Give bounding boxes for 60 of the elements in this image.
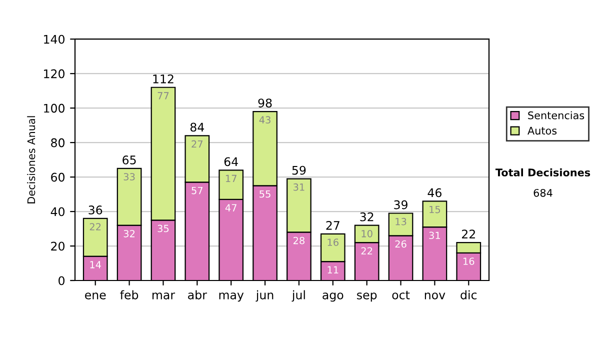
x-tick-label: dic xyxy=(460,290,477,300)
y-tick-label: 0 xyxy=(58,276,64,286)
text: Total Decisiones xyxy=(495,168,590,176)
total-label: 64 xyxy=(224,157,238,166)
text: 684 xyxy=(534,188,552,197)
x-tick-label: mar xyxy=(152,292,176,300)
total-label: 98 xyxy=(258,98,272,108)
x-tick-label: abr xyxy=(188,290,207,300)
y-tick-label: 40 xyxy=(50,207,64,216)
total-label: 112 xyxy=(153,74,174,84)
total-label: 32 xyxy=(360,212,374,222)
data-label: 77 xyxy=(158,92,169,100)
y-tick-label: 80 xyxy=(51,138,64,148)
data-label: 33 xyxy=(124,173,135,180)
data-label: 27 xyxy=(192,140,203,148)
data-label: 28 xyxy=(293,236,304,244)
y-tick-label: 60 xyxy=(51,172,64,182)
total-label: 65 xyxy=(122,155,136,164)
legend-label: Autos xyxy=(528,126,557,135)
data-label: 15 xyxy=(430,206,440,214)
total-label: 39 xyxy=(394,200,408,210)
total-label: 59 xyxy=(292,166,306,175)
y-tick-label: 140 xyxy=(44,34,64,44)
total-label: 36 xyxy=(88,205,102,214)
y-tick-label: 20 xyxy=(51,242,64,251)
data-label: 22 xyxy=(90,223,101,230)
data-label: 47 xyxy=(225,204,236,212)
x-tick-label: sep xyxy=(357,292,377,302)
data-label: 43 xyxy=(259,116,270,124)
data-label: 35 xyxy=(158,224,169,232)
data-label: 16 xyxy=(328,238,338,246)
data-label: 13 xyxy=(396,218,406,226)
x-tick-label: jul xyxy=(292,290,305,302)
data-label: 31 xyxy=(294,183,304,191)
data-label: 16 xyxy=(464,258,474,265)
total-label: 22 xyxy=(462,230,475,238)
data-label: 22 xyxy=(361,247,372,254)
data-label: 14 xyxy=(90,261,101,268)
data-label: 10 xyxy=(362,230,372,238)
x-tick-label: oct xyxy=(392,290,410,300)
x-tick-label: nov xyxy=(424,292,446,300)
x-tick-label: ago xyxy=(322,292,344,302)
y-tick-label: 100 xyxy=(44,104,64,113)
data-label: 32 xyxy=(124,230,135,238)
total-label: 46 xyxy=(428,188,442,198)
x-tick-label: may xyxy=(219,292,244,302)
data-label: 17 xyxy=(226,174,236,182)
y-tick-label: 120 xyxy=(44,69,64,78)
data-label: 55 xyxy=(260,190,270,198)
data-label: 31 xyxy=(429,232,440,240)
legend-label: Sentencias xyxy=(528,111,584,120)
x-tick-label: feb xyxy=(120,290,138,300)
total-label: 27 xyxy=(326,221,340,230)
data-label: 26 xyxy=(395,240,406,248)
y-axis-title: Decisiones Anual xyxy=(27,116,36,204)
data-label: 11 xyxy=(328,266,338,274)
x-tick-label: ene xyxy=(85,292,106,300)
data-label: 57 xyxy=(192,186,203,194)
x-tick-label: jun xyxy=(256,290,274,302)
total-label: 84 xyxy=(190,122,204,132)
